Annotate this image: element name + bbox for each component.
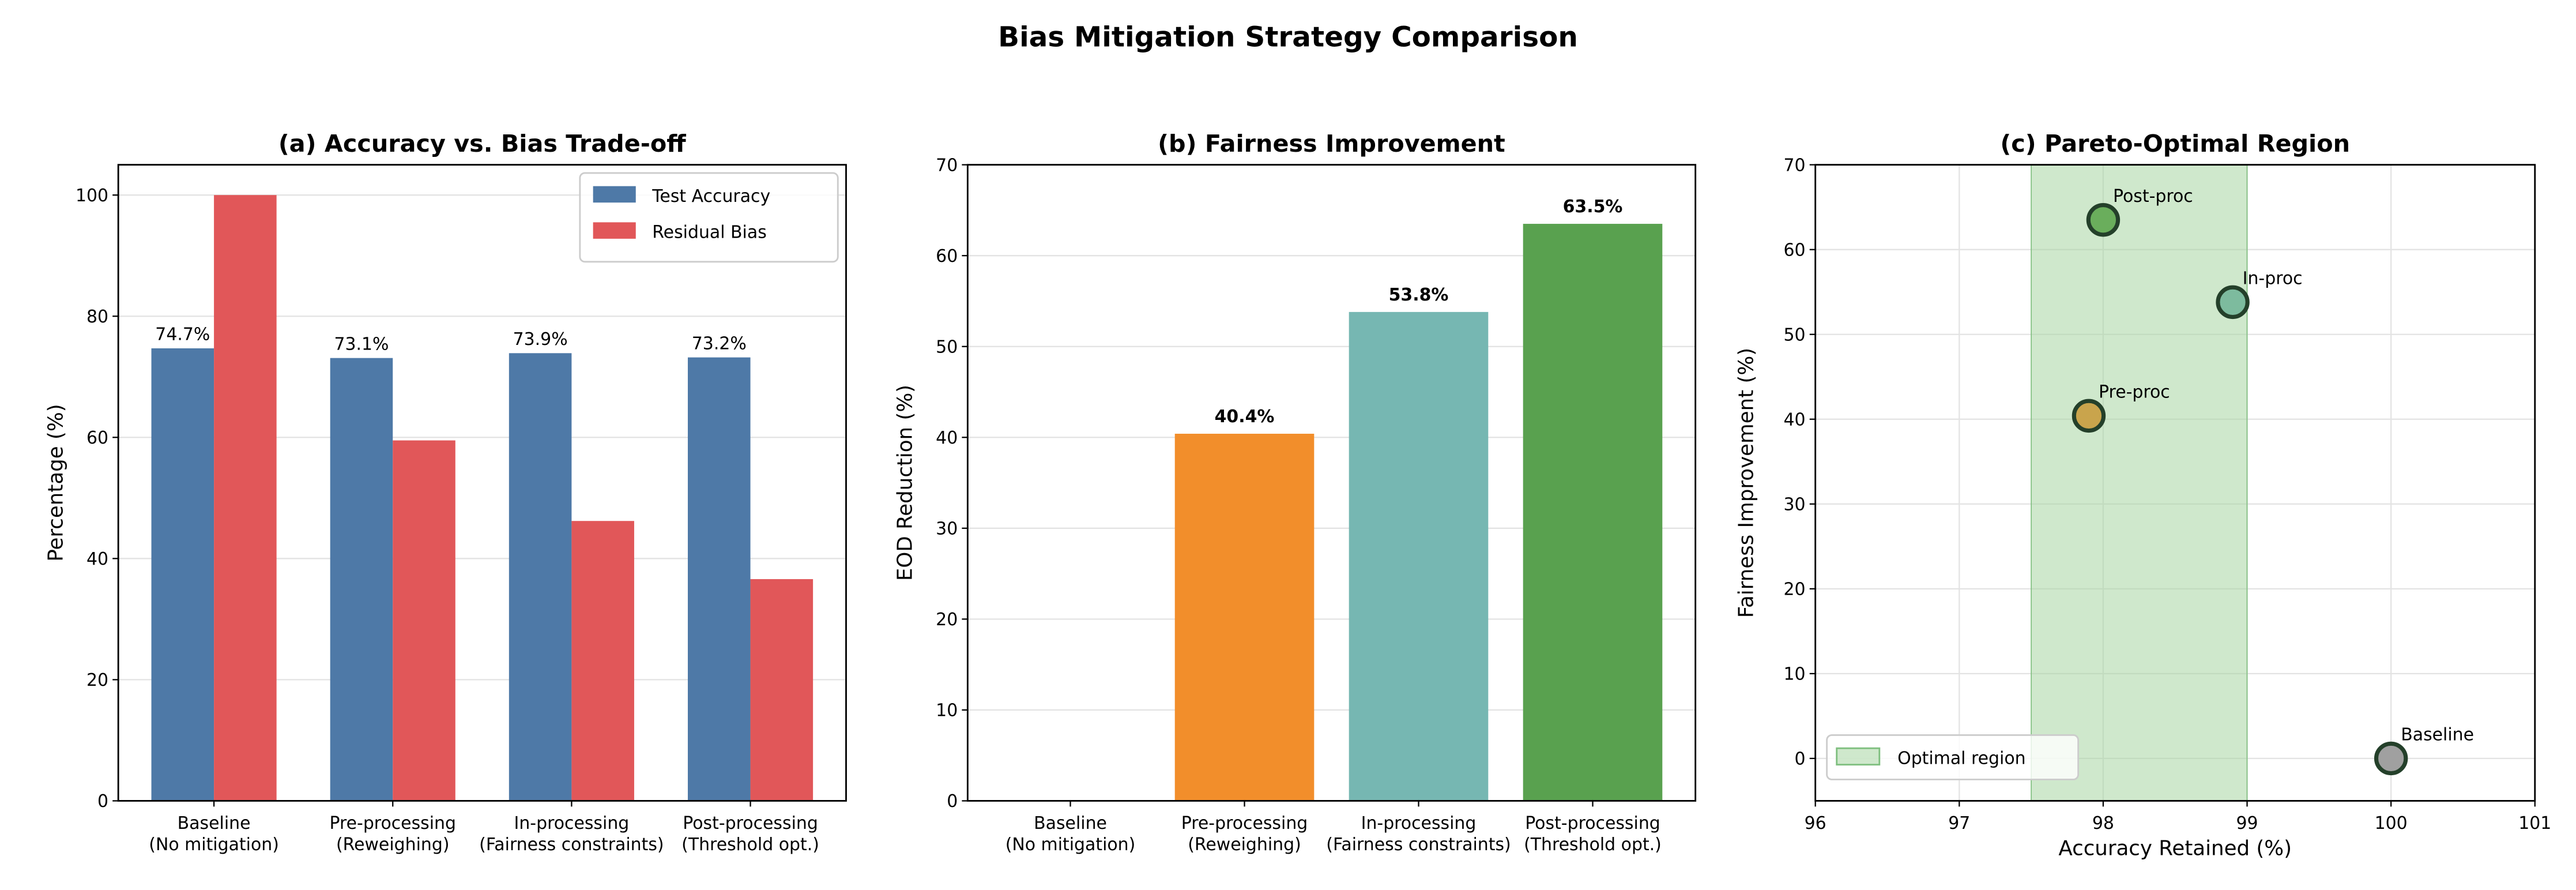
y-tick-label: 0 (1795, 749, 1806, 769)
x-tick-label: 100 (2375, 813, 2408, 833)
bar-residual-bias (214, 195, 277, 801)
bar-test-accuracy (330, 358, 393, 801)
legend-swatch (593, 186, 636, 203)
y-tick-label: 50 (936, 337, 958, 358)
bar (1174, 433, 1315, 801)
y-tick-label: 20 (936, 610, 958, 630)
y-tick-label: 60 (1784, 241, 1806, 261)
legend-box (1826, 734, 2080, 780)
point-label: Pre-proc (2099, 382, 2170, 403)
x-tick-label: 98 (2092, 813, 2114, 833)
y-tick-label: 0 (97, 791, 108, 812)
point-in-proc (2216, 285, 2250, 320)
x-tick-label: In-processing (514, 813, 630, 833)
x-tick-label: 99 (2236, 813, 2258, 833)
y-tick-label: 60 (936, 246, 958, 266)
bar (1523, 224, 1663, 801)
data-label: 74.7% (155, 325, 210, 345)
y-axis-label: Fairness Improvement (%) (1734, 348, 1758, 618)
x-tick-label: Pre-processing (1181, 813, 1308, 833)
data-label: 63.5% (1563, 197, 1623, 217)
data-label: 73.1% (334, 334, 389, 354)
y-tick-label: 40 (936, 428, 958, 448)
y-tick-label: 10 (1784, 664, 1806, 685)
legend-box (579, 172, 839, 263)
x-tick-label: 97 (1948, 813, 1970, 833)
legend-swatch (593, 222, 636, 239)
y-tick-label: 30 (1784, 495, 1806, 515)
bar-residual-bias (571, 521, 634, 801)
bar (1349, 311, 1489, 801)
chart-title: (c) Pareto-Optimal Region (2000, 130, 2350, 157)
y-tick-label: 50 (1784, 325, 1806, 346)
y-tick-label: 70 (1784, 155, 1806, 175)
y-tick-label: 20 (1784, 580, 1806, 600)
x-axis-label: Accuracy Retained (%) (2058, 836, 2292, 860)
bar-residual-bias (750, 579, 814, 801)
figure-title: Bias Mitigation Strategy Comparison (998, 21, 1578, 53)
legend: Test Accuracy Residual Bias (579, 172, 839, 263)
legend: Optimal region (1826, 734, 2080, 780)
y-tick-label: 20 (86, 670, 108, 690)
y-axis-label: Percentage (%) (44, 404, 67, 561)
x-tick-label: (Fairness constraints) (1326, 835, 1511, 855)
x-tick-label: Baseline (178, 813, 251, 833)
point-label: Post-proc (2113, 186, 2193, 206)
bar-test-accuracy (151, 348, 214, 801)
data-label: 73.2% (692, 333, 747, 354)
y-tick-label: 60 (86, 428, 108, 448)
chart-b: 0 10 20 30 40 50 60 70 (b) Fairness Improvement E… (893, 130, 1697, 855)
x-tick-label: 96 (1805, 813, 1826, 833)
x-tick-label: (Fairness constraints) (479, 835, 664, 855)
x-tick-label: (Reweighing) (1188, 835, 1301, 855)
legend-swatch (1836, 747, 1881, 766)
y-tick-label: 100 (76, 186, 108, 206)
y-tick-label: 40 (86, 549, 108, 569)
chart-title: (b) Fairness Improvement (1158, 130, 1505, 157)
data-label: 40.4% (1215, 407, 1275, 427)
bar-test-accuracy (688, 357, 751, 801)
axes-frame (966, 164, 1697, 802)
point-label: Baseline (2401, 725, 2474, 745)
chart-title: (a) Accuracy vs. Bias Trade-off (278, 130, 686, 157)
data-label: 53.8% (1389, 285, 1449, 305)
y-axis-label: EOD Reduction (%) (893, 385, 917, 581)
x-tick-label: (Threshold opt.) (681, 835, 819, 855)
data-label: 73.9% (513, 329, 568, 350)
chart-c: 0 10 20 30 40 50 60 70 96 97 98 99 100 101 (c) Pareto-… (1734, 130, 2551, 861)
y-tick-label: 70 (936, 155, 958, 175)
point-label: In-proc (2243, 269, 2303, 289)
x-tick-label: (No mitigation) (1005, 835, 1136, 855)
x-tick-label: 101 (2518, 813, 2551, 833)
y-tick-label: 40 (1784, 410, 1806, 430)
y-tick-label: 10 (936, 701, 958, 721)
x-tick-label: (Threshold opt.) (1524, 835, 1662, 855)
chart-a: 0 20 40 60 80 100 (a) Accuracy vs. Bias Trade-… (44, 130, 847, 855)
x-tick-label: (No mitigation) (149, 835, 279, 855)
y-tick-label: 30 (936, 519, 958, 539)
axes-frame (1814, 164, 2536, 802)
y-tick-label: 80 (86, 307, 108, 327)
point-baseline (2374, 741, 2408, 776)
y-tick-label: 0 (947, 791, 958, 812)
optimal-region-band (2031, 164, 2248, 802)
point-pre-proc (2072, 399, 2106, 433)
x-tick-label: Post-processing (1525, 813, 1660, 833)
bar-test-accuracy (509, 353, 572, 801)
legend-label: Test Accuracy (651, 186, 770, 206)
x-tick-label: Pre-processing (329, 813, 456, 833)
bar-residual-bias (393, 440, 455, 801)
point-post-proc (2086, 203, 2121, 237)
x-tick-label: Baseline (1034, 813, 1107, 833)
legend-label: Optimal region (1897, 748, 2025, 768)
x-tick-label: Post-processing (683, 813, 818, 833)
axes-frame (117, 164, 847, 802)
legend-label: Residual Bias (652, 222, 767, 242)
x-tick-label: (Reweighing) (336, 835, 450, 855)
x-tick-label: In-processing (1361, 813, 1477, 833)
